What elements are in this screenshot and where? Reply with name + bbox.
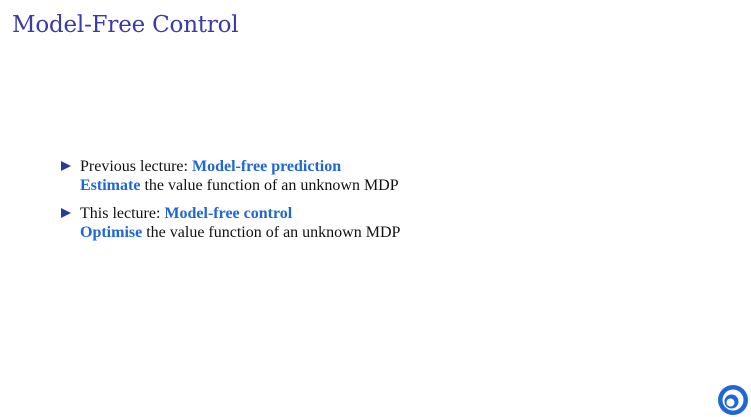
bullet-highlight: Model-free control bbox=[164, 205, 293, 222]
bullet-item-previous-lecture: Previous lecture: Model-free prediction … bbox=[60, 157, 400, 195]
bullet-highlight: Model-free prediction bbox=[191, 158, 342, 175]
bullet-item-this-lecture: This lecture: Model-free control Optimis… bbox=[60, 204, 400, 242]
triangle-bullet-icon bbox=[61, 161, 71, 171]
bullet-line-1: Previous lecture: Model-free prediction bbox=[80, 157, 400, 176]
triangle-bullet-icon bbox=[61, 208, 71, 218]
bullet-line-1: This lecture: Model-free control bbox=[80, 204, 400, 223]
bullet-prefix: Previous lecture: bbox=[80, 158, 192, 175]
bullet-second-highlight: Optimise bbox=[80, 224, 143, 241]
bullet-second-rest: the value function of an unknown MDP bbox=[142, 224, 401, 241]
bullet-list: Previous lecture: Model-free prediction … bbox=[60, 157, 400, 251]
bullet-prefix: This lecture: bbox=[80, 205, 165, 222]
bullet-line-2: Optimise the value function of an unknow… bbox=[80, 223, 400, 242]
deepmind-logo-icon bbox=[718, 385, 748, 415]
bullet-second-highlight: Estimate bbox=[80, 177, 141, 194]
bullet-line-2: Estimate the value function of an unknow… bbox=[80, 176, 400, 195]
slide-title: Model-Free Control bbox=[12, 12, 239, 38]
bullet-second-rest: the value function of an unknown MDP bbox=[140, 177, 399, 194]
